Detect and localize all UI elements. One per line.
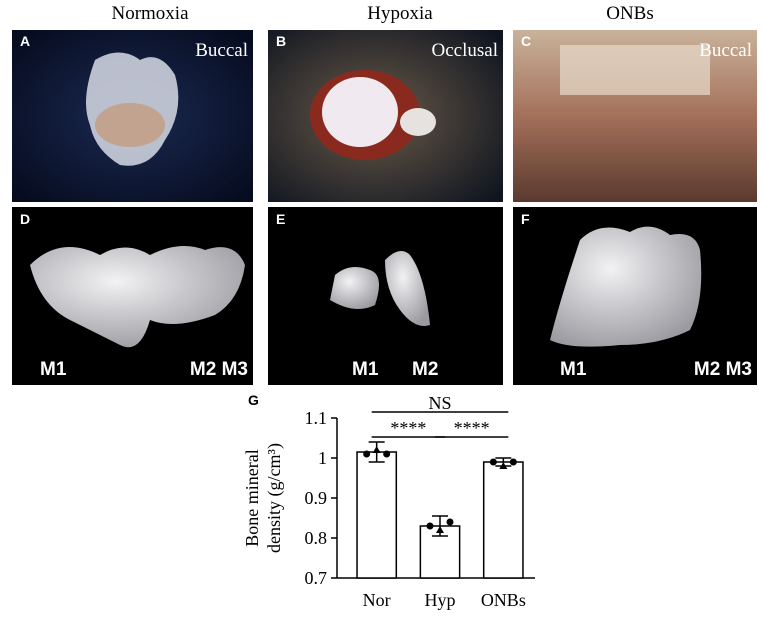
- point: [509, 458, 517, 466]
- point: [363, 450, 371, 458]
- y-axis-label: density (g/cm³): [264, 443, 285, 553]
- point: [426, 522, 434, 530]
- panel-label: D: [20, 211, 30, 227]
- tooth-label: M1: [352, 359, 379, 380]
- panel-label: C: [521, 33, 531, 49]
- tooth-label: M1: [40, 359, 67, 380]
- significance-label: ****: [454, 418, 490, 438]
- point: [489, 458, 497, 466]
- view-label: Occlusal: [432, 40, 498, 61]
- panel-label: G: [248, 392, 259, 408]
- bar: [482, 461, 524, 579]
- y-tick-label: 0.9: [305, 488, 328, 508]
- view-label: Buccal: [195, 40, 248, 61]
- render: [513, 207, 757, 385]
- point: [372, 446, 381, 453]
- significance-label: NS: [428, 393, 451, 413]
- significance-label: ****: [390, 418, 426, 438]
- y-tick-label: 1: [318, 448, 327, 468]
- render: [12, 207, 253, 385]
- photo: [12, 30, 253, 202]
- point: [436, 526, 444, 533]
- tooth-label: M2 M3: [694, 359, 752, 380]
- tooth-label: M2 M3: [190, 359, 248, 380]
- x-tick-label: Hyp: [425, 590, 456, 610]
- panel-label: E: [276, 211, 285, 227]
- x-tick-label: ONBs: [481, 590, 526, 610]
- panel-label: F: [521, 211, 530, 227]
- bar: [356, 451, 398, 579]
- y-axis-label: Bone mineral: [242, 449, 262, 546]
- photo: [513, 30, 757, 202]
- y-tick-label: 1.1: [305, 408, 328, 428]
- point: [383, 450, 391, 458]
- panel-title: Hypoxia: [367, 3, 433, 24]
- panel-title: Normoxia: [111, 3, 189, 24]
- photo: [268, 30, 503, 202]
- view-label: Buccal: [699, 40, 752, 61]
- panel-label: A: [20, 33, 30, 49]
- x-tick-label: Nor: [363, 590, 391, 610]
- y-tick-label: 0.7: [305, 568, 328, 588]
- render: [268, 207, 503, 385]
- bar-chart: 0.7 0.8 0.9 1 1.1 Bone mineral density (g/cm³)…: [242, 393, 535, 610]
- tooth-label: M2: [412, 359, 438, 380]
- panel-label: B: [276, 33, 286, 49]
- panel-title: ONBs: [606, 3, 654, 24]
- tooth-label: M1: [560, 359, 587, 380]
- point: [446, 518, 454, 526]
- y-tick-label: 0.8: [305, 528, 328, 548]
- point: [499, 462, 508, 469]
